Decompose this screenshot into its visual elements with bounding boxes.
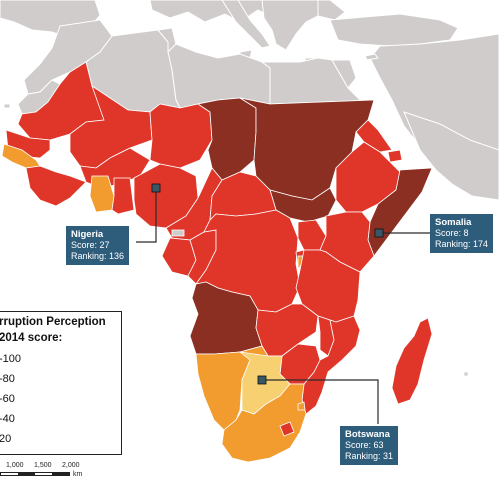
madagascar: [391, 317, 433, 405]
non-african-landmass: [0, 0, 499, 201]
north-africa-no-data: [17, 19, 375, 115]
namibia: [195, 345, 269, 431]
italy: [221, 0, 271, 49]
canary-islands: [3, 103, 11, 109]
bioko: [171, 229, 185, 237]
nigeria-connector: [136, 188, 157, 243]
sinai: [331, 59, 357, 89]
cape-verde-like-islet: [463, 371, 469, 377]
legend-title-line1: rruption Perception: [0, 316, 106, 328]
scale-unit: km: [73, 471, 83, 478]
somalia-callout[interactable]: Somalia Score: 8 Ranking: 174: [430, 214, 494, 253]
legend-title-line2: 2014 score:: [0, 332, 63, 344]
nigeria-marker: [151, 183, 161, 193]
scale-tick: 1,500: [34, 462, 52, 469]
zambia: [255, 303, 319, 357]
cyprus: [364, 53, 379, 61]
swaziland: [297, 401, 306, 411]
niger: [149, 103, 213, 169]
callout-markers: [151, 183, 384, 385]
scale-tick: 1,000: [6, 462, 24, 469]
guinea-coast: [25, 165, 87, 207]
sub-saharan-africa: [1, 61, 469, 463]
scale-tick: 2,000: [62, 462, 80, 469]
nigeria-callout[interactable]: Nigeria Score: 27 Ranking: 136: [66, 226, 130, 265]
botswana-callout-ranking: Ranking: 31: [345, 451, 394, 461]
south-africa: [221, 383, 307, 463]
botswana-connector: [262, 379, 379, 424]
callout-connectors: [136, 188, 430, 424]
botswana-marker: [257, 375, 267, 385]
nigeria-callout-name: Nigeria: [71, 229, 104, 240]
legend-item: -100: [0, 353, 22, 365]
scale-bar: 1,000 1,500 2,000 km: [0, 462, 110, 492]
legend-item: -40: [0, 413, 15, 425]
botswana-callout[interactable]: Botswana Score: 63 Ranking: 31: [340, 426, 399, 465]
botswana-callout-score: Score: 63: [345, 440, 384, 450]
somalia-marker: [374, 228, 384, 238]
egypt: [260, 57, 375, 105]
somalia-callout-name: Somalia: [435, 217, 472, 228]
somalia-callout-score: Score: 8: [435, 228, 469, 238]
balkans-greece: [261, 0, 319, 51]
togo-benin: [111, 177, 135, 215]
legend: rruption Perception 2014 score: -100 -80…: [0, 311, 122, 455]
nigeria-callout-ranking: Ranking: 136: [71, 251, 125, 261]
djibouti: [387, 149, 403, 163]
scale-bar-graphic: [0, 472, 70, 476]
legend-item: -80: [0, 373, 15, 385]
legend-item: -60: [0, 393, 15, 405]
lesotho: [279, 421, 295, 437]
somalia-callout-ranking: Ranking: 174: [435, 239, 489, 249]
legend-item: 20: [0, 433, 12, 445]
arabian-peninsula: [403, 111, 499, 201]
botswana-callout-name: Botswana: [345, 429, 390, 440]
nigeria-callout-score: Score: 27: [71, 240, 110, 250]
